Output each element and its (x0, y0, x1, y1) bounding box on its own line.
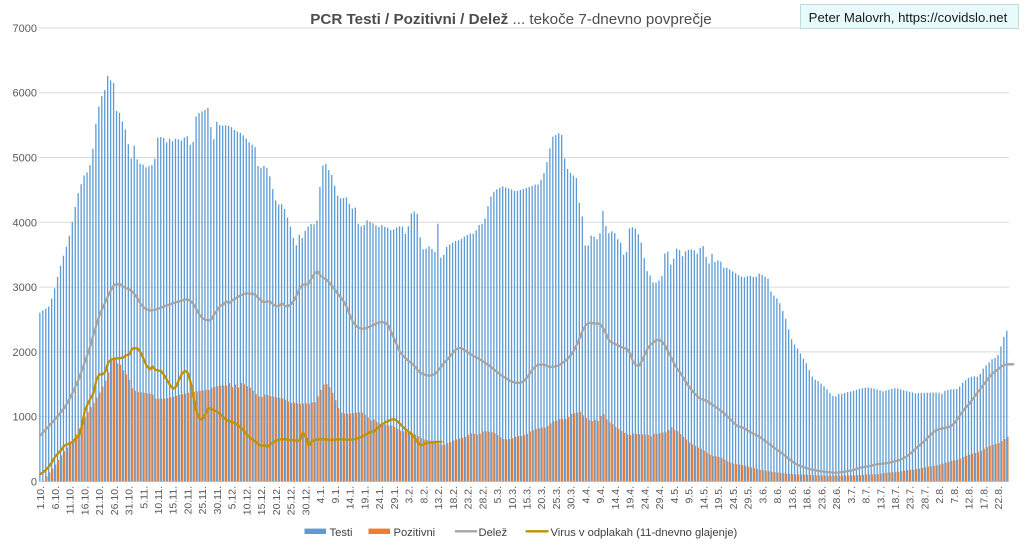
svg-text:18.7.: 18.7. (890, 486, 902, 509)
svg-text:20.12.: 20.12. (271, 486, 283, 515)
svg-text:5.11.: 5.11. (138, 486, 150, 509)
svg-text:28.6.: 28.6. (831, 486, 843, 509)
svg-text:3.7.: 3.7. (846, 486, 858, 504)
svg-text:16.10.: 16.10. (79, 486, 91, 515)
svg-text:20.3.: 20.3. (536, 486, 548, 509)
svg-text:30.11.: 30.11. (212, 486, 224, 514)
svg-text:14.5.: 14.5. (698, 486, 710, 509)
svg-text:30.12.: 30.12. (300, 486, 312, 515)
svg-text:25.12.: 25.12. (286, 486, 298, 515)
svg-text:15.3.: 15.3. (522, 486, 534, 509)
svg-text:11.10.: 11.10. (65, 486, 77, 514)
svg-text:24.1.: 24.1. (374, 486, 386, 509)
svg-text:4.5.: 4.5. (669, 486, 681, 504)
svg-text:26.10.: 26.10. (109, 486, 121, 515)
svg-text:20.11.: 20.11. (183, 486, 195, 514)
svg-text:30.3.: 30.3. (566, 486, 578, 509)
svg-text:23.2.: 23.2. (463, 486, 475, 509)
svg-text:0: 0 (31, 477, 37, 489)
svg-text:13.7.: 13.7. (875, 486, 887, 509)
svg-text:25.3.: 25.3. (551, 486, 563, 509)
svg-text:13.2.: 13.2. (433, 486, 445, 509)
svg-text:8.6.: 8.6. (772, 486, 784, 504)
svg-text:14.4.: 14.4. (610, 486, 622, 509)
svg-text:28.2.: 28.2. (477, 486, 489, 509)
svg-text:18.6.: 18.6. (802, 486, 814, 509)
svg-text:10.12.: 10.12. (241, 486, 253, 515)
svg-text:7.8.: 7.8. (949, 486, 961, 504)
svg-text:31.10.: 31.10. (124, 486, 136, 515)
svg-text:6000: 6000 (13, 88, 37, 100)
svg-text:19.5.: 19.5. (713, 486, 725, 509)
svg-text:29.1.: 29.1. (389, 486, 401, 509)
svg-text:9.1.: 9.1. (330, 486, 342, 504)
svg-text:6.10.: 6.10. (50, 486, 62, 509)
svg-text:5.3.: 5.3. (492, 486, 504, 504)
svg-text:29.4.: 29.4. (654, 486, 666, 509)
svg-text:3.2.: 3.2. (404, 486, 416, 504)
svg-text:23.7.: 23.7. (905, 486, 917, 509)
svg-text:PCR Testi / Pozitivni / Delež: PCR Testi / Pozitivni / Delež ... tekoče… (310, 11, 712, 28)
svg-text:18.2.: 18.2. (448, 486, 460, 509)
svg-text:7000: 7000 (13, 23, 37, 35)
svg-text:15.12.: 15.12. (256, 486, 268, 515)
svg-text:2000: 2000 (13, 347, 37, 359)
svg-text:8.7.: 8.7. (861, 486, 873, 504)
svg-text:24.4.: 24.4. (639, 486, 651, 509)
svg-text:4.4.: 4.4. (581, 486, 593, 504)
svg-text:10.3.: 10.3. (507, 486, 519, 509)
svg-text:8.2.: 8.2. (418, 486, 430, 504)
svg-text:28.7.: 28.7. (920, 486, 932, 509)
svg-text:1000: 1000 (13, 412, 37, 424)
svg-text:15.11.: 15.11. (168, 486, 180, 514)
svg-text:22.8.: 22.8. (993, 486, 1005, 509)
svg-text:13.6.: 13.6. (787, 486, 799, 509)
svg-text:5.12.: 5.12. (227, 486, 239, 509)
svg-text:Pozitivni: Pozitivni (394, 527, 436, 539)
svg-text:4.1.: 4.1. (315, 486, 327, 504)
svg-text:9.4.: 9.4. (595, 486, 607, 504)
svg-text:21.10.: 21.10. (94, 486, 106, 515)
svg-text:25.11.: 25.11. (197, 486, 209, 514)
svg-text:19.1.: 19.1. (359, 486, 371, 509)
svg-text:3000: 3000 (13, 282, 37, 294)
svg-text:1.10.: 1.10. (35, 486, 47, 509)
svg-text:4000: 4000 (13, 217, 37, 229)
svg-text:10.11.: 10.11. (153, 486, 165, 514)
svg-text:17.8.: 17.8. (978, 486, 990, 509)
svg-text:3.6.: 3.6. (757, 486, 769, 504)
svg-text:29.5.: 29.5. (743, 486, 755, 509)
svg-text:23.6.: 23.6. (816, 486, 828, 509)
svg-text:9.5.: 9.5. (684, 486, 696, 504)
svg-text:24.5.: 24.5. (728, 486, 740, 509)
svg-text:Peter Malovrh, https://covidsl: Peter Malovrh, https://covidslo.net (809, 10, 1008, 25)
svg-text:2.8.: 2.8. (934, 486, 946, 504)
svg-text:5000: 5000 (13, 153, 37, 165)
svg-text:Virus v odplakah (11-dnevno gl: Virus v odplakah (11-dnevno glajenje) (551, 527, 738, 539)
svg-text:Delež: Delež (479, 527, 508, 539)
svg-text:19.4.: 19.4. (625, 486, 637, 509)
svg-text:12.8.: 12.8. (964, 486, 976, 509)
svg-text:Testi: Testi (330, 527, 353, 539)
svg-text:14.1.: 14.1. (345, 486, 357, 509)
